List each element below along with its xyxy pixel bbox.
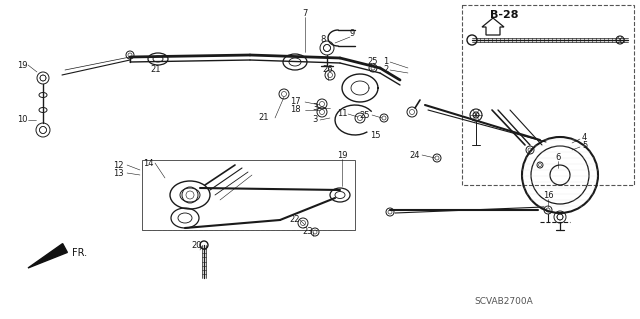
Text: 15: 15 — [370, 130, 381, 139]
Bar — [462, 5, 634, 185]
Text: 22: 22 — [290, 216, 300, 225]
Text: B-28: B-28 — [490, 10, 518, 20]
Text: 18: 18 — [290, 106, 300, 115]
Text: FR.: FR. — [72, 248, 87, 258]
Text: 14: 14 — [143, 159, 153, 167]
Text: 20: 20 — [191, 241, 202, 250]
Text: 19: 19 — [17, 61, 28, 70]
Polygon shape — [28, 244, 67, 268]
Text: 3: 3 — [312, 103, 317, 113]
Text: 7: 7 — [302, 10, 308, 19]
Text: 11: 11 — [337, 109, 348, 118]
Text: 9: 9 — [349, 29, 355, 39]
Text: 1: 1 — [383, 57, 388, 66]
Text: 25: 25 — [360, 110, 371, 120]
Text: 16: 16 — [543, 191, 554, 201]
Text: 21: 21 — [259, 114, 269, 122]
Text: 17: 17 — [290, 98, 300, 107]
Text: 5: 5 — [582, 142, 588, 151]
Text: 2: 2 — [383, 65, 388, 75]
Text: 8: 8 — [320, 35, 326, 44]
Text: SCVAB2700A: SCVAB2700A — [475, 298, 533, 307]
Text: 3: 3 — [312, 115, 317, 124]
Text: 13: 13 — [113, 168, 124, 177]
Bar — [142, 160, 355, 230]
Text: 21: 21 — [151, 65, 161, 75]
Text: 10: 10 — [17, 115, 28, 124]
Text: 26: 26 — [323, 65, 333, 75]
Text: 12: 12 — [113, 160, 124, 169]
Text: 24: 24 — [410, 151, 420, 160]
Text: 19: 19 — [337, 151, 348, 160]
Text: 25: 25 — [368, 57, 378, 66]
Text: 4: 4 — [582, 133, 588, 143]
Text: 6: 6 — [556, 153, 561, 162]
Text: 23: 23 — [302, 227, 313, 236]
